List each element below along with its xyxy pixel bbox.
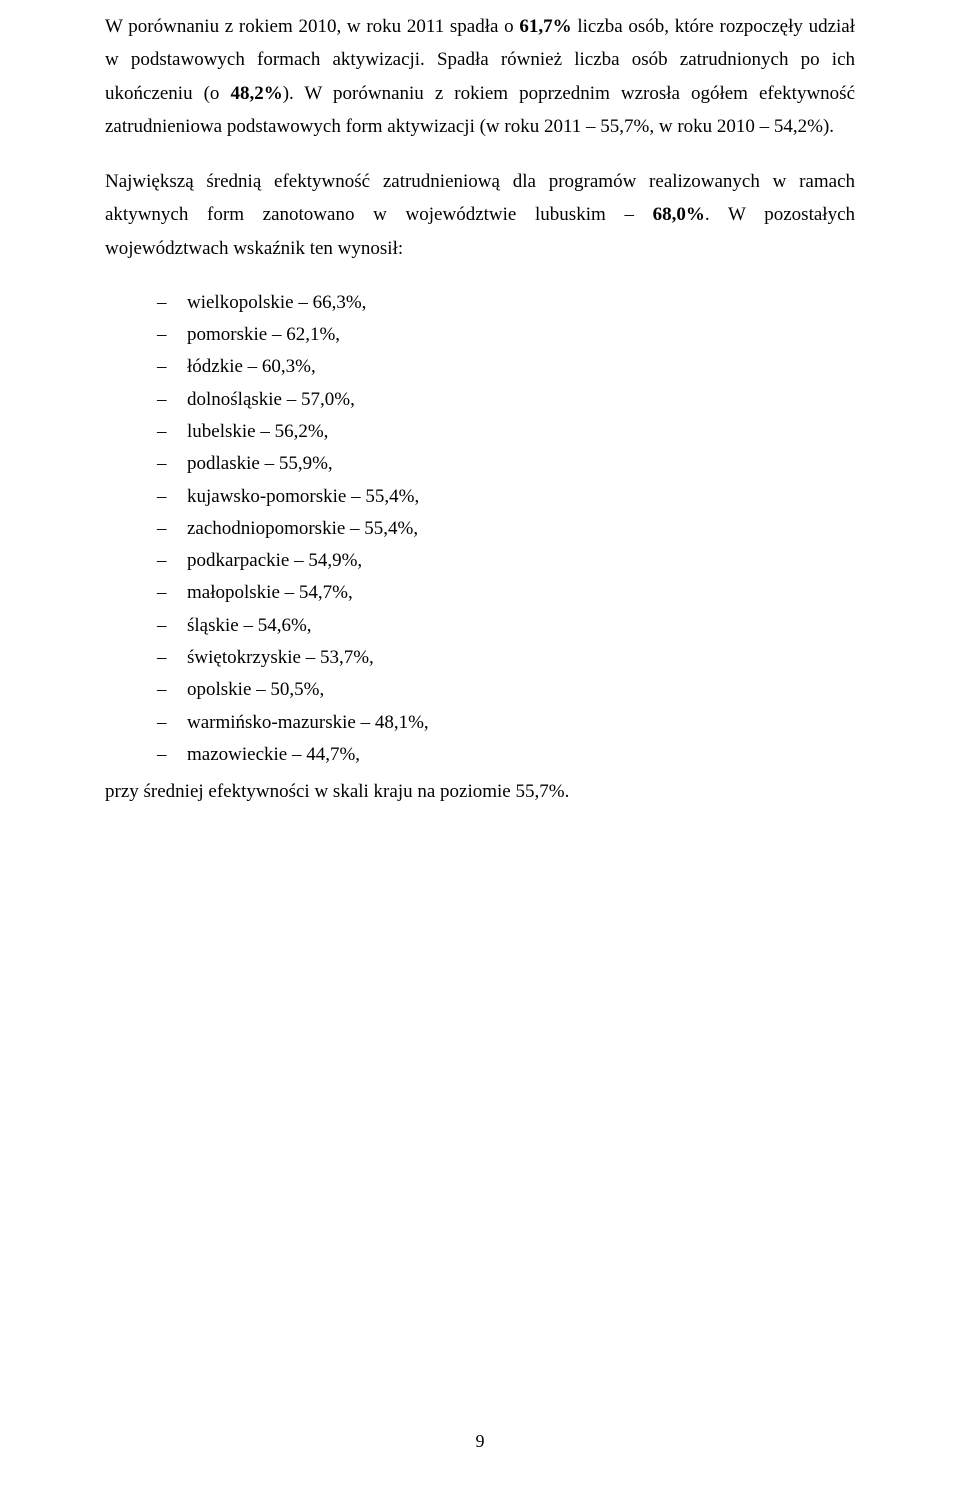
list-item: małopolskie – 54,7%, [105, 577, 855, 609]
voivodeship-list: wielkopolskie – 66,3%, pomorskie – 62,1%… [105, 287, 855, 771]
paragraph-1: W porównaniu z rokiem 2010, w roku 2011 … [105, 10, 855, 143]
page-number: 9 [0, 1431, 960, 1452]
list-item: pomorskie – 62,1%, [105, 319, 855, 351]
para1-bold-2: 48,2% [230, 83, 282, 104]
closing-line: przy średniej efektywności w skali kraju… [105, 775, 855, 808]
paragraph-2: Największą średnią efektywność zatrudnie… [105, 165, 855, 265]
list-item: dolnośląskie – 57,0%, [105, 384, 855, 416]
list-item: lubelskie – 56,2%, [105, 416, 855, 448]
list-item: świętokrzyskie – 53,7%, [105, 642, 855, 674]
para1-text-a: W porównaniu z rokiem 2010, w roku 2011 … [105, 16, 519, 37]
list-item: łódzkie – 60,3%, [105, 351, 855, 383]
list-item: warmińsko-mazurskie – 48,1%, [105, 707, 855, 739]
list-item: wielkopolskie – 66,3%, [105, 287, 855, 319]
list-item: opolskie – 50,5%, [105, 674, 855, 706]
list-item: śląskie – 54,6%, [105, 610, 855, 642]
list-item: mazowieckie – 44,7%, [105, 739, 855, 771]
list-item: zachodniopomorskie – 55,4%, [105, 513, 855, 545]
para1-bold-1: 61,7% [519, 16, 571, 37]
list-item: podkarpackie – 54,9%, [105, 545, 855, 577]
document-page: W porównaniu z rokiem 2010, w roku 2011 … [0, 0, 960, 1492]
para2-bold: 68,0% [653, 204, 705, 225]
list-item: kujawsko-pomorskie – 55,4%, [105, 481, 855, 513]
list-item: podlaskie – 55,9%, [105, 448, 855, 480]
